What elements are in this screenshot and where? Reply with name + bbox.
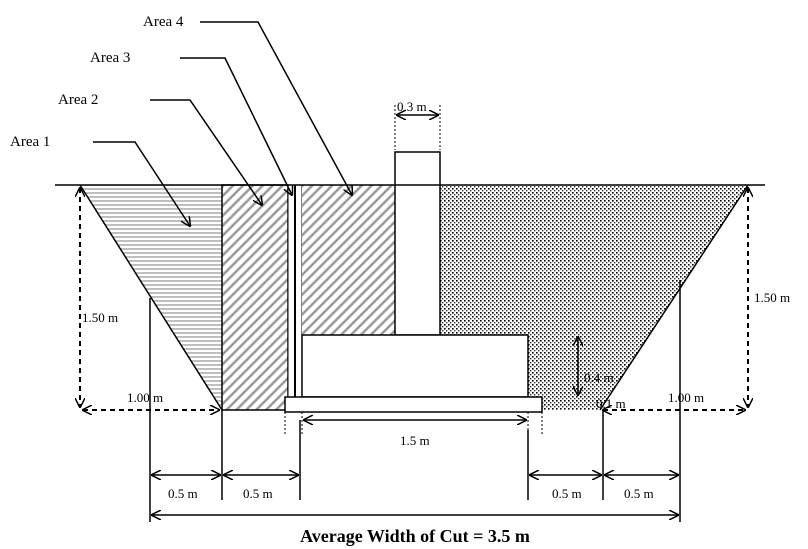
leaders	[93, 21, 352, 226]
caption: Average Width of Cut = 3.5 m	[300, 526, 530, 546]
area-label: Area 1	[10, 134, 50, 150]
dimension-label: 0.1 m	[596, 396, 626, 411]
dimension-label: 1.5 m	[400, 433, 430, 448]
area-label: Area 4	[143, 14, 184, 30]
area-label: Area 3	[90, 50, 130, 66]
dimension-label: 0.5 m	[168, 486, 198, 501]
dimension-lines	[80, 105, 748, 522]
dimension-label: 0.5 m	[552, 486, 582, 501]
cut-section	[55, 151, 765, 413]
dimension-label: 1.50 m	[82, 310, 118, 325]
dimension-label: 1.00 m	[127, 390, 163, 405]
dimension-label: 1.50 m	[754, 290, 790, 305]
dimension-label: 0.3 m	[397, 99, 427, 114]
dimension-label: 0.5 m	[624, 486, 654, 501]
dimension-label: 0.4 m	[584, 370, 614, 385]
dimension-label: 0.5 m	[243, 486, 273, 501]
dimension-label: 1.00 m	[668, 390, 704, 405]
area-label: Area 2	[58, 92, 98, 108]
